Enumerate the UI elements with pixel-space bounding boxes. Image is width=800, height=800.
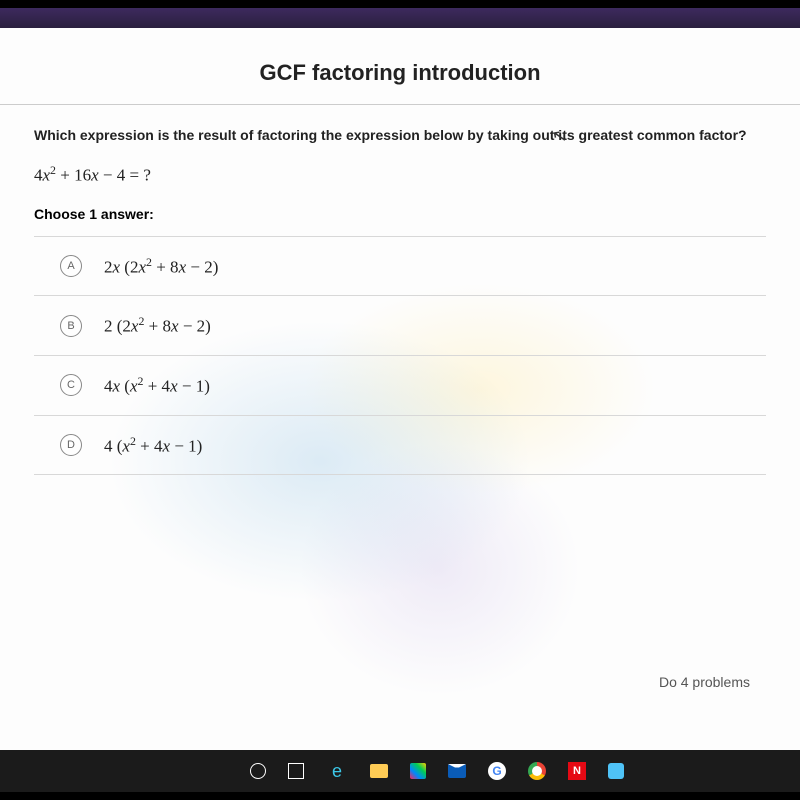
answer-letter-badge: C (60, 374, 82, 396)
answer-expression: 2x (2x2 + 8x − 2) (104, 255, 218, 278)
answer-letter-badge: A (60, 255, 82, 277)
page-content: GCF factoring introduction ↖ Which expre… (0, 28, 800, 750)
netflix-icon[interactable]: N (568, 762, 586, 780)
question-expression: 4x2 + 16x − 4 = ? (34, 163, 766, 186)
mail-icon[interactable] (448, 764, 466, 778)
store-icon[interactable] (410, 763, 426, 779)
answer-letter-badge: D (60, 434, 82, 456)
question-block: Which expression is the result of factor… (0, 105, 800, 475)
choose-label: Choose 1 answer: (34, 206, 766, 222)
taskbar: eGN (0, 750, 800, 792)
answer-choice-c[interactable]: C 4x (x2 + 4x − 1) (34, 355, 766, 415)
answer-expression: 4x (x2 + 4x − 1) (104, 374, 210, 397)
edge-icon[interactable]: e (326, 760, 348, 782)
file-explorer-icon[interactable] (370, 764, 388, 778)
search-icon[interactable] (250, 763, 266, 779)
browser-top-bar (0, 8, 800, 28)
answer-choice-b[interactable]: B 2 (2x2 + 8x − 2) (34, 295, 766, 355)
google-icon[interactable]: G (488, 762, 506, 780)
answer-list: A 2x (2x2 + 8x − 2) B 2 (2x2 + 8x − 2) C 4x (… (34, 236, 766, 476)
answer-choice-a[interactable]: A 2x (2x2 + 8x − 2) (34, 236, 766, 296)
chrome-icon[interactable] (528, 762, 546, 780)
answer-expression: 2 (2x2 + 8x − 2) (104, 314, 211, 337)
page-title: GCF factoring introduction (0, 28, 800, 104)
app-icon[interactable] (608, 763, 624, 779)
answer-choice-d[interactable]: D 4 (x2 + 4x − 1) (34, 415, 766, 476)
do-problems-link[interactable]: Do 4 problems (659, 674, 750, 690)
device-frame: GCF factoring introduction ↖ Which expre… (0, 0, 800, 800)
task-view-icon[interactable] (288, 763, 304, 779)
answer-letter-badge: B (60, 315, 82, 337)
question-text: Which expression is the result of factor… (34, 127, 766, 143)
answer-expression: 4 (x2 + 4x − 1) (104, 434, 202, 457)
